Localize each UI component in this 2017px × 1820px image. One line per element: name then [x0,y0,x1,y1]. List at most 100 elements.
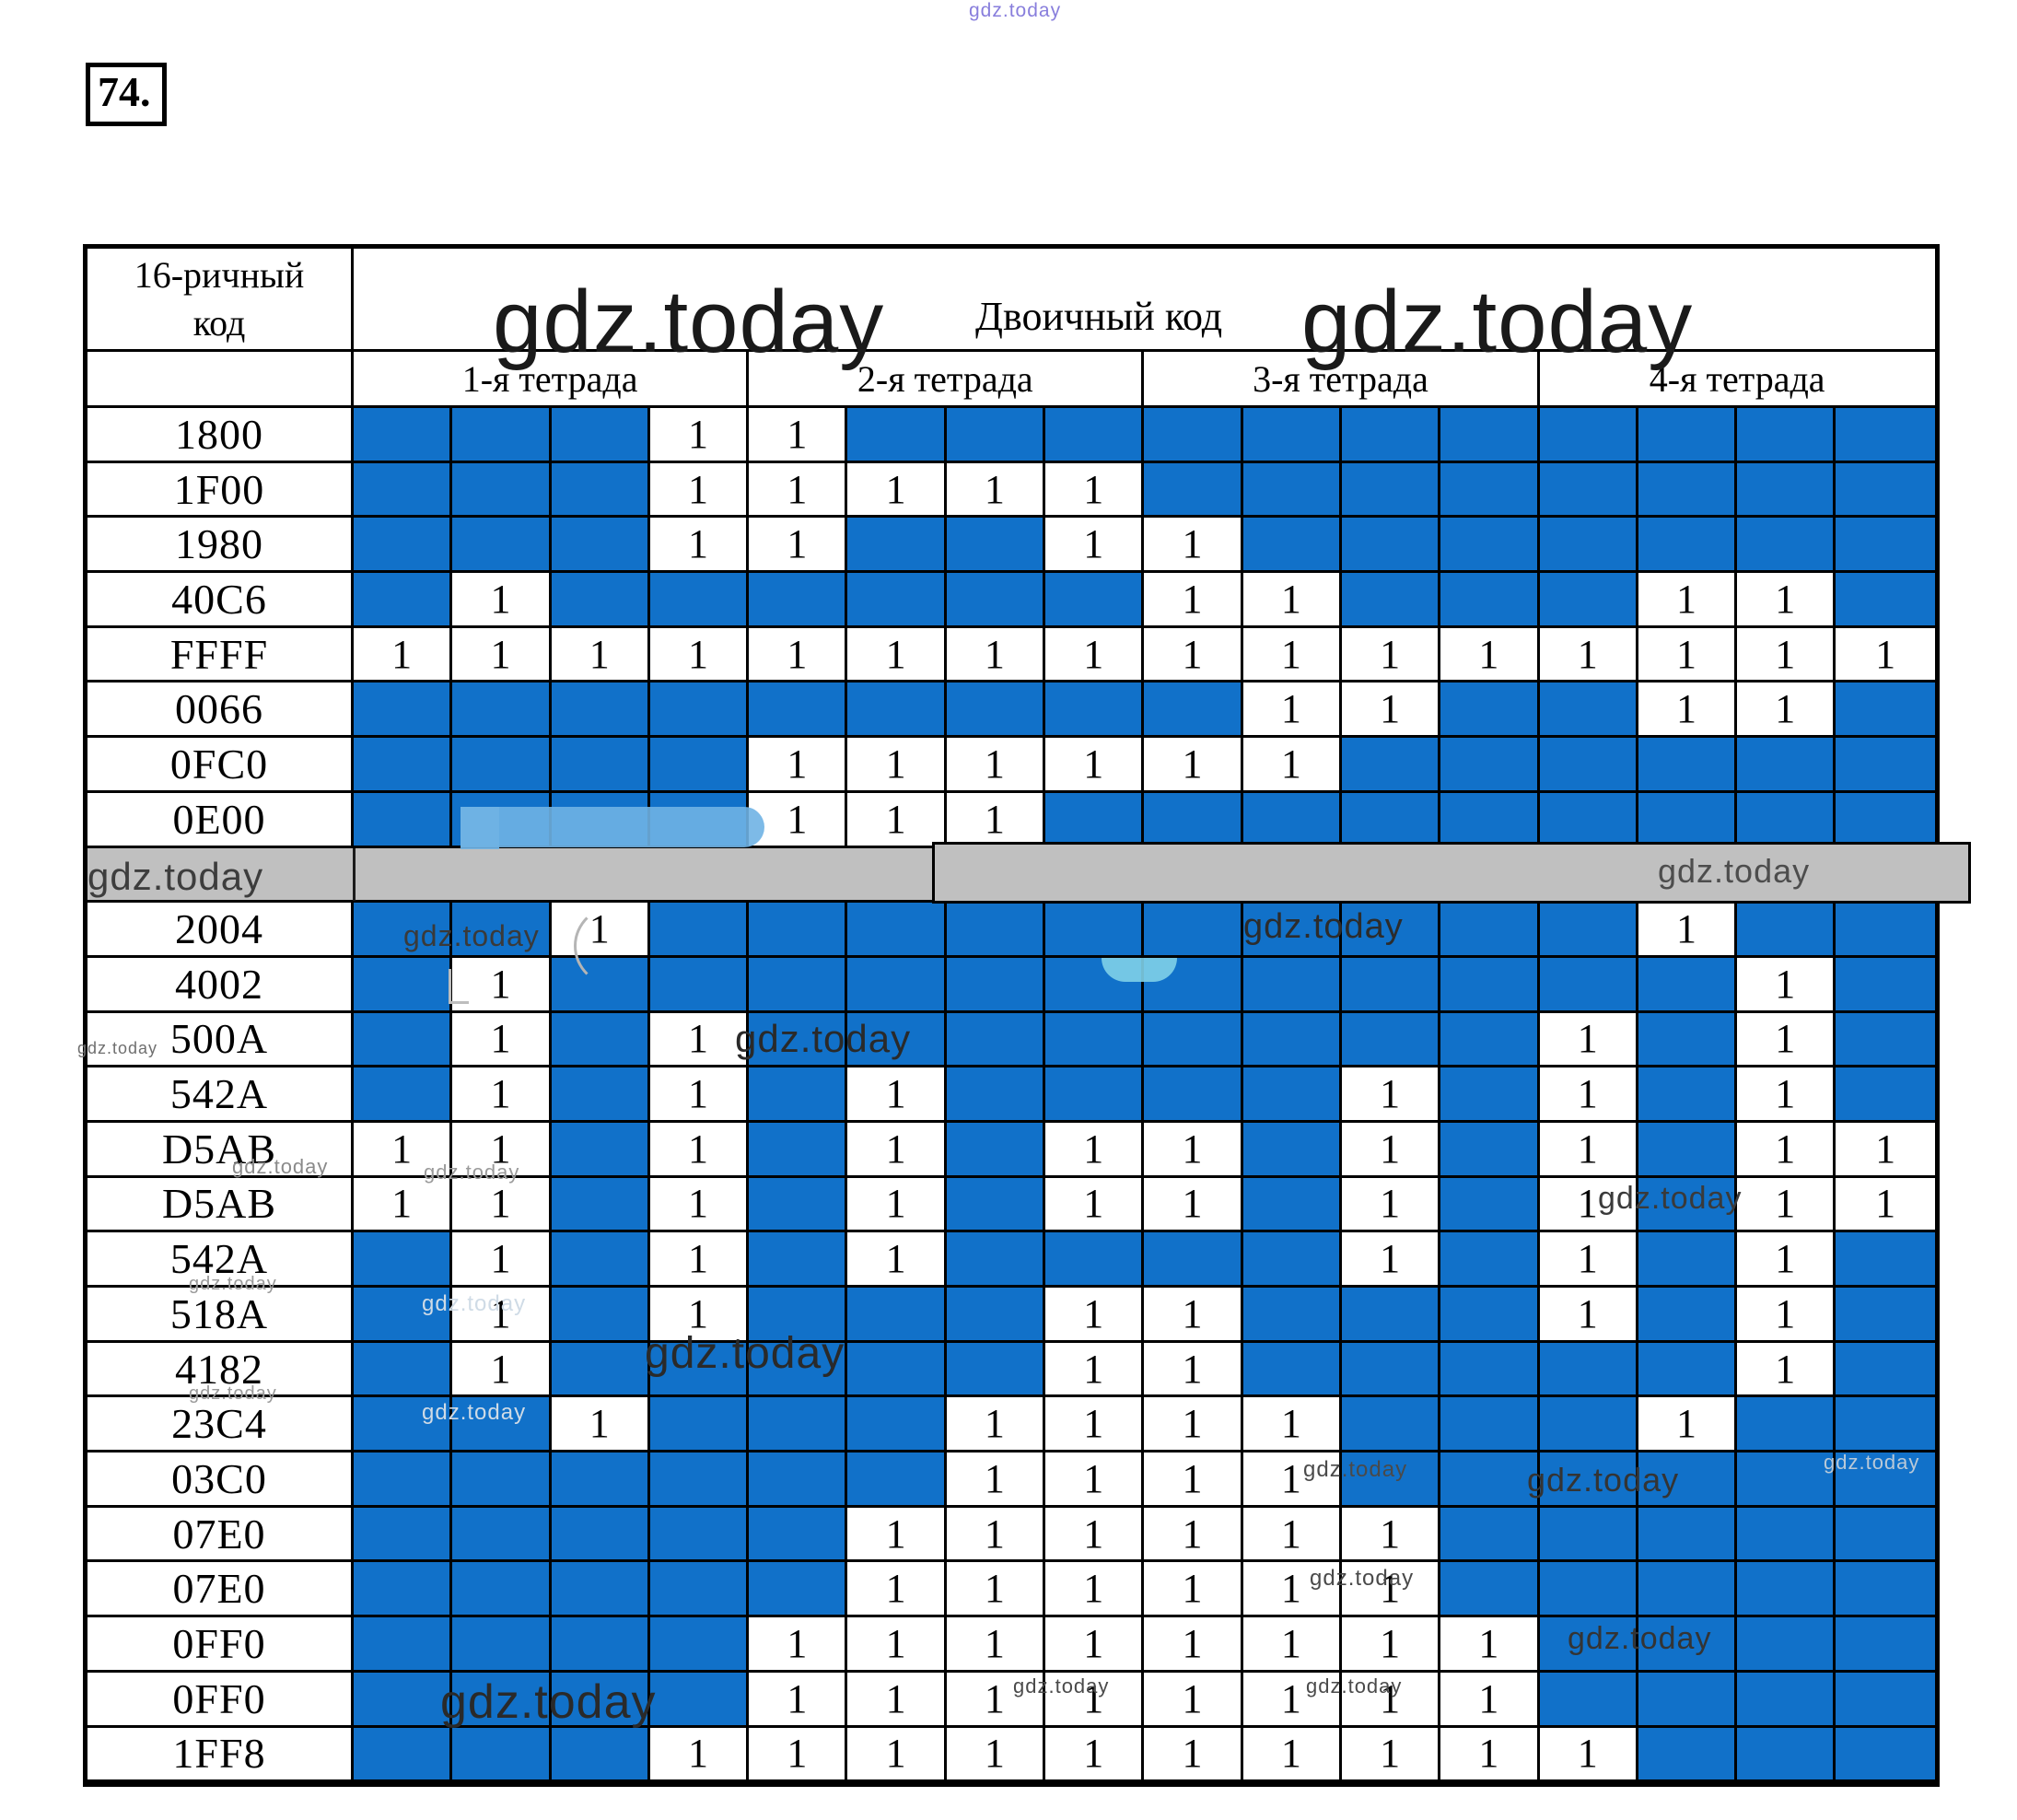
bit-cell [354,408,453,463]
hex-code-cell: 0FC0 [87,738,354,793]
bit-cell: 1 [946,738,1046,793]
bit-cell [1836,462,1935,519]
cyan-logo-fragment [1102,958,1177,982]
bit-cell: 1 [1045,1288,1145,1343]
bit-cell: 1 [946,792,1046,848]
hex-binary-table: 16-ричный код Двоичный код 1-я тетрада 2-я т… [83,244,1940,1788]
bit-cell: 1 [1144,1177,1243,1233]
bit-cell [354,1397,453,1453]
separator-framed-bar [932,842,1971,904]
bit-cell [354,682,453,739]
bit-cell: 1 [847,1672,947,1728]
bit-cell [749,1397,848,1453]
bit-cell [1638,1342,1738,1398]
bit-cell: 1 [749,738,848,793]
bit-cell [749,682,848,739]
bit-cell [946,1068,1046,1123]
bit-cell: 1 [749,792,848,848]
bit-cell [1242,1288,1342,1343]
bit-cell [551,682,650,739]
bit-cell [1341,518,1441,574]
bit-cell [1638,957,1738,1013]
bit-cell [1242,903,1342,958]
bit-cell [452,682,552,739]
bit-cell: 1 [847,1232,947,1288]
bit-cell [1539,1672,1638,1728]
bit-cell [1242,462,1342,519]
bit-cell [452,1562,552,1618]
bit-cell: 1 [1242,1672,1342,1728]
bit-cell [551,518,650,574]
bit-cell: 1 [1045,738,1145,793]
bit-cell: 1 [1242,1727,1342,1783]
separator-border-tick [353,848,356,901]
bit-cell: 1 [1144,1288,1243,1343]
bit-cell [649,957,750,1013]
problem-number-box: 74. [86,63,167,126]
bit-cell [847,1397,947,1453]
bit-cell [1638,1177,1738,1233]
bit-cell: 1 [1341,1177,1441,1233]
bit-cell: 1 [1242,1397,1342,1453]
bit-cell [1440,957,1540,1013]
bit-cell [649,1562,750,1618]
bit-cell [847,682,947,739]
hex-code-cell: 1F00 [87,462,354,519]
bit-cell: 1 [1539,1012,1638,1068]
bit-cell [551,1342,650,1398]
bit-cell: 1 [1638,903,1738,958]
bit-cell: 1 [1539,1727,1638,1783]
top-page-watermark: gdz.today [969,0,1062,21]
bit-cell: 1 [1737,1177,1836,1233]
bit-cell [354,1727,453,1783]
bit-cell [1341,957,1441,1013]
bit-cell [1341,792,1441,848]
bit-cell [1836,1727,1935,1783]
bit-cell [1242,1068,1342,1123]
bit-cell [1440,792,1540,848]
bit-cell [1539,738,1638,793]
bit-cell: 1 [649,1232,750,1288]
bit-cell [551,408,650,463]
bit-cell: 1 [1144,1617,1243,1673]
bit-cell: 1 [354,627,453,683]
bit-cell [1440,1068,1540,1123]
bit-cell: 1 [1737,682,1836,739]
bit-cell [1638,462,1738,519]
problem-number: 74. [98,68,151,115]
bit-cell: 1 [1045,462,1145,519]
bit-cell [354,738,453,793]
bit-cell [1539,1452,1638,1508]
bit-cell: 1 [1144,1727,1243,1783]
bit-cell [1144,1012,1243,1068]
bit-cell [1341,462,1441,519]
bit-cell [1242,408,1342,463]
bit-cell: 1 [946,462,1046,519]
bit-cell [551,573,650,628]
bit-cell: 1 [1242,1562,1342,1618]
bit-cell [551,1452,650,1508]
hex-code-cell: 518A [87,1288,354,1343]
hex-header-empty-cell [87,352,354,408]
hex-code-cell: 0066 [87,682,354,739]
bit-cell [1638,1617,1738,1673]
bit-cell [649,1617,750,1673]
bit-cell: 1 [354,1122,453,1178]
bit-cell: 1 [847,1727,947,1783]
bit-cell: 1 [1242,1507,1342,1563]
bit-cell [847,1012,947,1068]
bit-cell [1638,1452,1738,1508]
bit-cell: 1 [452,1012,552,1068]
bit-cell [1836,518,1935,574]
bit-cell: 1 [1341,627,1441,683]
bit-cell [1638,1232,1738,1288]
bit-cell: 1 [1045,1452,1145,1508]
bit-cell: 1 [749,408,848,463]
bit-cell [1539,957,1638,1013]
bit-cell: 1 [1341,1507,1441,1563]
bit-cell [1638,518,1738,574]
bit-cell [1045,1068,1145,1123]
bit-cell: 1 [749,518,848,574]
bit-cell [1737,1452,1836,1508]
